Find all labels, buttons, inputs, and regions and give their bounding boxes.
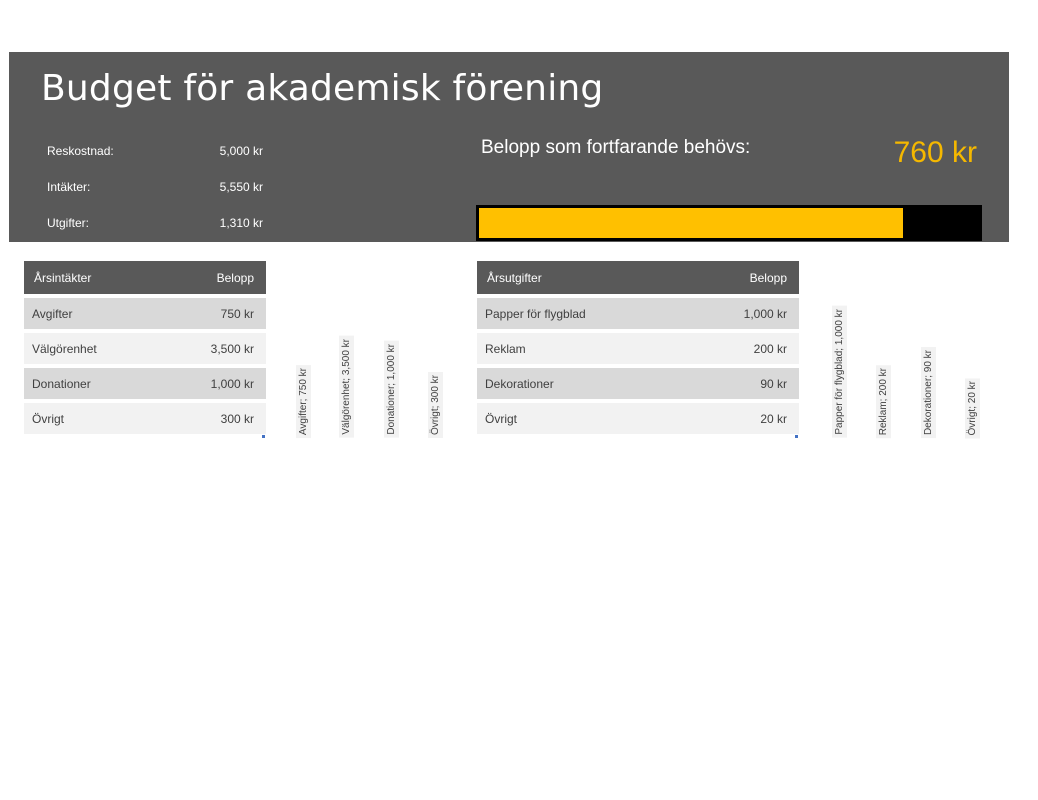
expenses-row-name: Reklam <box>485 341 526 356</box>
table-row[interactable]: Donationer 1,000 kr <box>24 368 266 399</box>
table-resize-handle[interactable] <box>795 435 798 438</box>
income-row-name: Avgifter <box>32 306 73 321</box>
summary-label-travel-cost: Reskostnad: <box>47 144 114 158</box>
income-row-amount: 3,500 kr <box>210 341 254 356</box>
income-chart-label: Övrigt; 300 kr <box>428 371 443 438</box>
income-row-amount: 750 kr <box>220 306 254 321</box>
income-row-name: Övrigt <box>32 411 65 426</box>
table-row[interactable]: Reklam 200 kr <box>477 333 799 364</box>
income-row-name: Donationer <box>32 376 91 391</box>
summary-value-income: 5,550 kr <box>219 180 263 194</box>
income-header-category: Årsintäkter <box>34 270 92 285</box>
funding-progress-fill <box>479 208 903 238</box>
summary-label-expenses: Utgifter: <box>47 216 90 230</box>
funding-progress-bar <box>476 205 982 241</box>
expenses-table: Årsutgifter Belopp Papper för flygblad 1… <box>477 261 799 434</box>
expenses-header-amount: Belopp <box>749 270 787 285</box>
table-row[interactable]: Dekorationer 90 kr <box>477 368 799 399</box>
income-row-amount: 300 kr <box>220 411 254 426</box>
income-table-header: Årsintäkter Belopp <box>24 261 266 294</box>
summary-value-expenses: 1,310 kr <box>219 216 263 230</box>
expenses-row-name: Dekorationer <box>485 376 554 391</box>
amount-needed-value: 760 kr <box>893 136 977 169</box>
page-title: Budget för akademisk förening <box>41 68 604 109</box>
expenses-row-amount: 90 kr <box>760 376 787 391</box>
table-resize-handle[interactable] <box>262 435 265 438</box>
expenses-row-name: Papper för flygblad <box>485 306 586 321</box>
table-row[interactable]: Välgörenhet 3,500 kr <box>24 333 266 364</box>
expenses-table-header: Årsutgifter Belopp <box>477 261 799 294</box>
table-row[interactable]: Papper för flygblad 1,000 kr <box>477 298 799 329</box>
expenses-row-amount: 1,000 kr <box>743 306 787 321</box>
income-chart-label: Avgifter; 750 kr <box>296 364 311 438</box>
expenses-row-name: Övrigt <box>485 411 518 426</box>
expenses-row-amount: 20 kr <box>760 411 787 426</box>
expenses-row-amount: 200 kr <box>753 341 787 356</box>
expenses-chart-label: Papper för flygblad; 1,000 kr <box>832 306 847 438</box>
expenses-chart-label: Dekorationer; 90 kr <box>921 346 936 438</box>
income-table: Årsintäkter Belopp Avgifter 750 kr Välgö… <box>24 261 266 434</box>
table-row[interactable]: Övrigt 20 kr <box>477 403 799 434</box>
table-row[interactable]: Övrigt 300 kr <box>24 403 266 434</box>
amount-needed-label: Belopp som fortfarande behövs: <box>481 137 751 158</box>
table-row[interactable]: Avgifter 750 kr <box>24 298 266 329</box>
income-row-name: Välgörenhet <box>32 341 97 356</box>
expenses-chart-label: Reklam; 200 kr <box>876 364 891 438</box>
income-chart-label: Välgörenhet; 3,500 kr <box>339 336 354 438</box>
header-banner: Budget för akademisk förening Reskostnad… <box>9 52 1009 242</box>
income-header-amount: Belopp <box>216 270 254 285</box>
expenses-chart-label: Övrigt; 20 kr <box>965 377 980 438</box>
summary-value-travel-cost: 5,000 kr <box>219 144 263 158</box>
expenses-header-category: Årsutgifter <box>487 270 542 285</box>
summary-label-income: Intäkter: <box>47 180 91 194</box>
income-row-amount: 1,000 kr <box>210 376 254 391</box>
income-chart-label: Donationer; 1,000 kr <box>384 341 399 438</box>
